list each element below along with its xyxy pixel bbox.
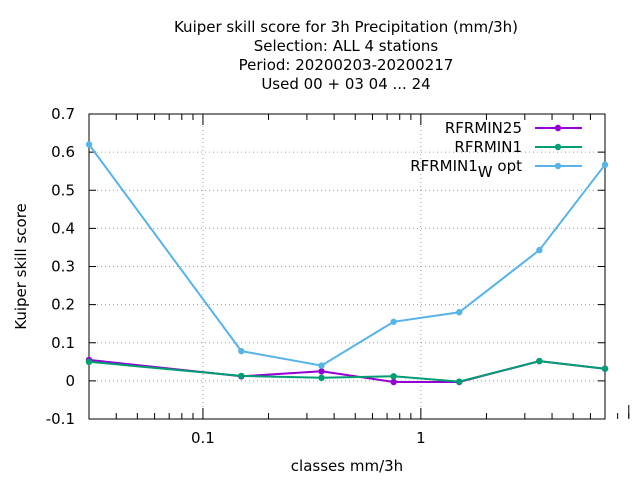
- title-line: Period: 20200203-20200217: [239, 56, 454, 74]
- data-point: [601, 365, 609, 372]
- legend-label: RFRMIN1: [454, 138, 522, 156]
- legend-marker: [554, 124, 562, 132]
- y-tick-label: 0.6: [51, 143, 75, 161]
- title-line: Kuiper skill score for 3h Precipitation …: [174, 18, 518, 36]
- title-line: Selection: ALL 4 stations: [254, 37, 439, 55]
- plot-frame: [88, 113, 606, 420]
- series-2: [85, 141, 609, 369]
- data-point: [318, 362, 325, 369]
- legend-label: RFRMIN25: [445, 119, 522, 137]
- data-point: [601, 161, 609, 168]
- grid-lines: [89, 114, 605, 419]
- data-point: [456, 309, 463, 316]
- legend-marker: [554, 143, 562, 151]
- y-tick-label: 0.5: [51, 181, 75, 199]
- data-point: [85, 358, 93, 366]
- series-1: [85, 357, 609, 385]
- data-point: [390, 318, 397, 325]
- legend-marker: [554, 162, 562, 170]
- data-point: [318, 368, 325, 375]
- y-tick-label: 0.4: [51, 219, 75, 237]
- legend-subscript: W: [478, 163, 493, 181]
- data-point: [536, 357, 543, 365]
- legend-suffix: opt: [493, 157, 522, 175]
- chart-title: Kuiper skill score for 3h Precipitation …: [174, 18, 518, 93]
- y-tick-label: 0.7: [51, 105, 75, 123]
- data-point: [238, 347, 245, 355]
- y-axis-title: Kuiper skill score: [12, 203, 30, 330]
- y-tick-label: 0: [65, 372, 75, 390]
- data-point: [318, 374, 325, 382]
- legend-label: RFRMIN1W opt: [410, 157, 522, 181]
- legend-name: RFRMIN1: [454, 138, 522, 156]
- y-tick-label: -0.1: [46, 410, 75, 428]
- y-tick-label: 0.3: [51, 258, 75, 276]
- series-line: [88, 360, 606, 383]
- legend-name: RFRMIN25: [445, 119, 522, 137]
- series-line: [88, 143, 606, 367]
- legend-name: RFRMIN1: [410, 157, 478, 175]
- data-point: [456, 378, 463, 385]
- data-point: [85, 141, 93, 148]
- data-point: [390, 378, 397, 386]
- data-series: [85, 141, 609, 386]
- axis-ticks: -0.1 0 0.1 0.2 0.3 0.4 0.5 0.6 0.7 0.1 1: [46, 105, 630, 447]
- y-tick-label: 0.1: [51, 334, 75, 352]
- x-tick-label: 1: [416, 429, 426, 447]
- data-point: [390, 373, 397, 380]
- data-point: [536, 246, 543, 254]
- x-axis-title: classes mm/3h: [291, 457, 403, 475]
- data-point: [238, 372, 245, 380]
- x-tick-label: 0.1: [191, 429, 215, 447]
- title-line: Used 00 + 03 04 ... 24: [261, 75, 430, 93]
- y-tick-label: 0.2: [51, 296, 75, 314]
